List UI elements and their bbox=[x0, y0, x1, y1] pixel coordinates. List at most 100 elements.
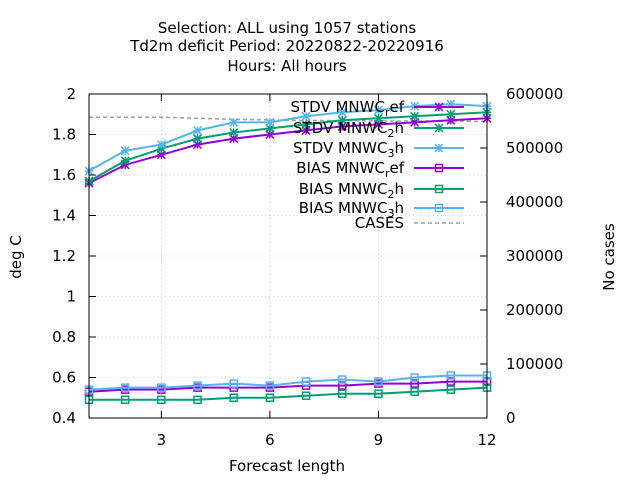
y2-axis-label: No cases bbox=[600, 223, 618, 291]
point-marker bbox=[157, 383, 166, 392]
point-marker bbox=[434, 184, 444, 194]
point-marker bbox=[120, 156, 130, 166]
y2-tick-label: 600000 bbox=[506, 85, 563, 103]
legend-label-main: STDV MNWC bbox=[293, 139, 387, 157]
legend-label-tail: h bbox=[394, 199, 404, 217]
point-marker bbox=[120, 395, 130, 405]
y2-tick-label: 300000 bbox=[506, 247, 563, 265]
point-marker bbox=[193, 134, 203, 144]
y-tick-label: 0.4 bbox=[52, 409, 76, 427]
x-axis-label: Forecast length bbox=[229, 457, 345, 475]
point-marker bbox=[301, 391, 311, 400]
legend-label-sub: r bbox=[385, 167, 390, 180]
point-marker bbox=[229, 127, 239, 138]
y2-tick-label: 200000 bbox=[506, 301, 563, 319]
point-marker bbox=[410, 373, 419, 382]
series-4 bbox=[84, 383, 492, 405]
legend-label-sub: 2 bbox=[387, 188, 394, 201]
point-marker bbox=[120, 160, 130, 170]
point-marker bbox=[434, 102, 444, 112]
y-axis-label: deg C bbox=[7, 235, 25, 279]
y2-tick-label: 0 bbox=[506, 409, 516, 427]
point-marker bbox=[373, 105, 383, 115]
point-marker bbox=[446, 377, 456, 386]
ticks-layer: 0.4 0.6 0.8 1 1.2 1.4 1.6 1.8 2 3 6 9 12 0 100000 20000… bbox=[52, 85, 563, 449]
chart-title-line3: Hours: All hours bbox=[227, 57, 346, 75]
legend-label-main: BIAS MNWC bbox=[296, 159, 385, 177]
x-tick-label: 9 bbox=[374, 431, 384, 449]
y2-tick-label: 100000 bbox=[506, 355, 563, 373]
point-marker bbox=[157, 395, 166, 405]
legend-label-tail: h bbox=[394, 139, 404, 157]
point-marker bbox=[446, 385, 456, 394]
series-line bbox=[88, 111, 488, 182]
point-marker bbox=[374, 389, 383, 398]
point-marker bbox=[265, 381, 275, 390]
legend-label-main: CASES bbox=[355, 214, 404, 232]
legend-label-tail: h bbox=[394, 180, 404, 198]
legend-label-sub: r bbox=[385, 106, 390, 119]
y2-tick-label: 500000 bbox=[506, 139, 563, 157]
point-marker bbox=[193, 381, 202, 390]
point-marker bbox=[434, 203, 444, 213]
x-tick-label: 12 bbox=[477, 431, 496, 449]
x-tick-label: 3 bbox=[157, 431, 167, 449]
point-marker bbox=[120, 146, 130, 156]
series-5 bbox=[84, 371, 492, 394]
y-tick-label: 1.8 bbox=[52, 126, 76, 144]
point-marker bbox=[193, 395, 202, 405]
chart-title-line1: Selection: ALL using 1057 stations bbox=[158, 19, 417, 37]
legend-label-tail: ef bbox=[389, 98, 404, 116]
point-marker bbox=[156, 144, 166, 154]
y-tick-label: 1.6 bbox=[52, 166, 76, 184]
point-marker bbox=[229, 379, 238, 388]
point-marker bbox=[337, 107, 347, 117]
point-marker bbox=[434, 143, 444, 153]
point-marker bbox=[265, 393, 275, 402]
legend-label: STDV MNWCref bbox=[290, 98, 404, 119]
point-marker bbox=[374, 377, 383, 386]
legend-label-main: BIAS MNWC bbox=[299, 180, 388, 198]
legend-label-tail: ef bbox=[389, 159, 404, 177]
point-marker bbox=[410, 379, 419, 388]
y-tick-label: 0.6 bbox=[52, 369, 76, 387]
legend-label-sub: 3 bbox=[387, 147, 394, 160]
point-marker bbox=[338, 389, 347, 398]
y-tick-label: 1 bbox=[66, 288, 76, 306]
y-tick-label: 1.4 bbox=[52, 207, 76, 225]
legend-label-main: STDV MNWC bbox=[293, 119, 387, 137]
series-layer bbox=[84, 99, 492, 405]
series-line bbox=[88, 380, 487, 393]
point-marker bbox=[446, 371, 456, 380]
point-marker bbox=[301, 119, 311, 129]
point-marker bbox=[193, 125, 203, 135]
series-line bbox=[89, 386, 488, 401]
legend-label: BIAS MNWCref bbox=[296, 159, 404, 180]
legend-label-main: STDV MNWC bbox=[290, 98, 384, 116]
legend-label-sub: 2 bbox=[387, 127, 394, 140]
legend-label: BIAS MNWC3h bbox=[299, 199, 404, 220]
legend-label-main: BIAS MNWC bbox=[299, 199, 388, 217]
point-marker bbox=[265, 117, 275, 127]
legend-label: STDV MNWC3h bbox=[293, 139, 404, 160]
series-1 bbox=[84, 107, 492, 186]
chart-title-line2: Td2m deficit Period: 20220822-20220916 bbox=[129, 37, 444, 55]
point-marker bbox=[434, 123, 444, 133]
point-marker bbox=[337, 115, 347, 125]
y-tick-label: 0.8 bbox=[52, 328, 76, 346]
point-marker bbox=[156, 140, 166, 150]
x-tick-label: 6 bbox=[265, 431, 275, 449]
point-marker bbox=[120, 383, 130, 392]
series-line bbox=[88, 374, 487, 391]
legend-label: BIAS MNWC2h bbox=[299, 180, 404, 201]
legend-label: STDV MNWC2h bbox=[293, 119, 404, 140]
y2-tick-label: 400000 bbox=[506, 193, 563, 211]
point-marker bbox=[410, 387, 419, 396]
legend-label-sub: 3 bbox=[387, 207, 394, 220]
point-marker bbox=[434, 163, 444, 173]
series-line bbox=[88, 117, 488, 184]
point-marker bbox=[301, 111, 311, 121]
legend-label-tail: h bbox=[394, 119, 404, 137]
